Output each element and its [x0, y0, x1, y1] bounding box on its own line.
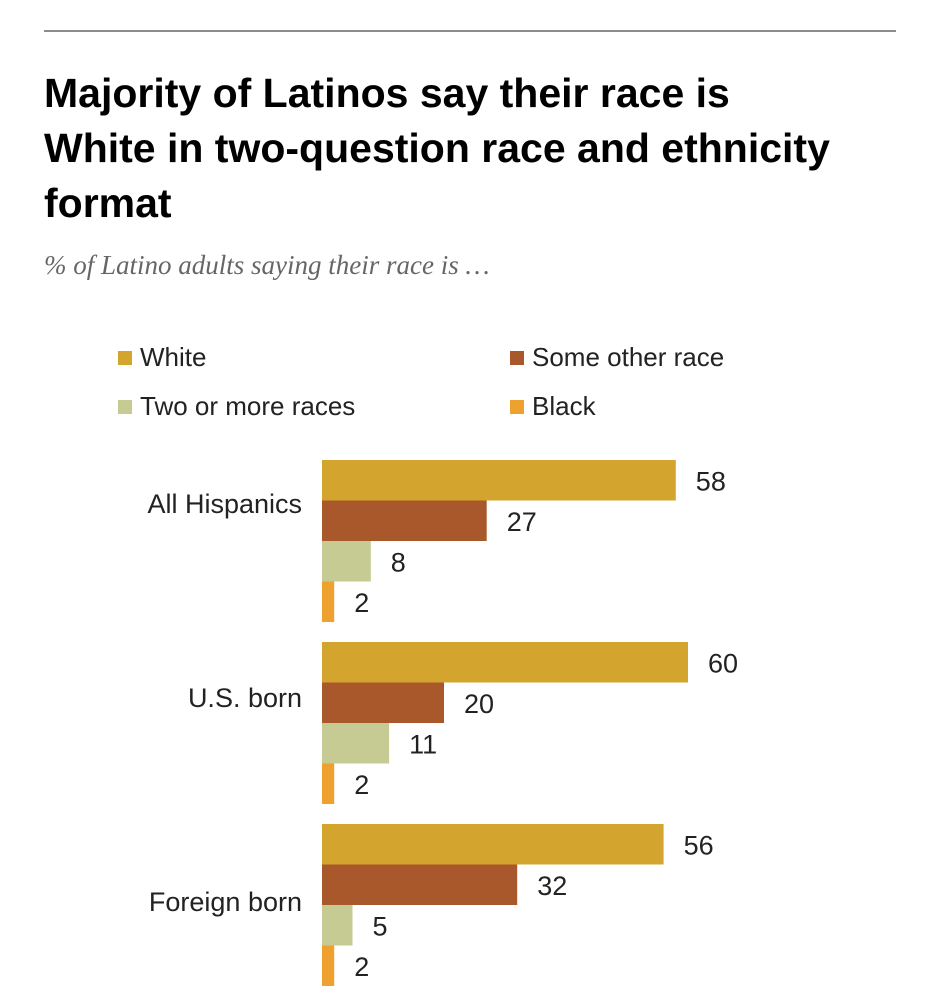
- value-label-foreign-born-white: 56: [684, 830, 714, 860]
- value-label-u-s-born-two-or-more-races: 11: [409, 729, 437, 759]
- bar-foreign-born-some-other-race: [322, 864, 518, 905]
- value-label-foreign-born-black: 2: [354, 952, 369, 982]
- chart-title: Majority of Latinos say their race is Wh…: [44, 66, 924, 231]
- bar-u-s-born-white: [322, 642, 688, 683]
- chart-title-line-1: Majority of Latinos say their race is: [44, 70, 730, 116]
- value-label-all-hispanics-some-other-race: 27: [507, 507, 537, 537]
- value-label-foreign-born-some-other-race: 32: [537, 871, 567, 901]
- legend-swatch-two-or-more-races: [118, 399, 132, 414]
- category-label-all-hispanics: All Hispanics: [147, 489, 302, 519]
- chart-subtitle: % of Latino adults saying their race is …: [44, 250, 490, 280]
- bar-u-s-born-two-or-more-races: [322, 723, 390, 764]
- legend-swatch-black: [510, 399, 524, 414]
- value-label-u-s-born-white: 60: [708, 648, 738, 678]
- chart-title-line-2: White in two-question race and ethnicity: [44, 125, 830, 171]
- bar-u-s-born-black: [322, 763, 335, 804]
- bar-all-hispanics-white: [322, 460, 676, 501]
- legend-swatch-white: [118, 350, 132, 365]
- chart-title-line-3: format: [44, 180, 172, 226]
- value-label-all-hispanics-white: 58: [696, 466, 726, 496]
- bar-foreign-born-white: [322, 824, 664, 865]
- bar-foreign-born-two-or-more-races: [322, 905, 353, 946]
- bar-all-hispanics-two-or-more-races: [322, 541, 371, 582]
- legend-label-two-or-more-races: Two or more races: [140, 391, 356, 421]
- legend-item-some-other-race: Some other race: [510, 342, 724, 373]
- category-label-foreign-born: Foreign born: [149, 887, 302, 917]
- top-rule: [44, 30, 896, 32]
- legend-swatch-some-other-race: [510, 350, 524, 365]
- legend-item-black: Black: [510, 391, 596, 422]
- bar-u-s-born-some-other-race: [322, 682, 444, 723]
- bar-all-hispanics-some-other-race: [322, 500, 487, 541]
- legend-item-two-or-more-races: Two or more races: [118, 391, 355, 422]
- value-label-all-hispanics-two-or-more-races: 8: [391, 547, 406, 577]
- legend-label-black: Black: [532, 391, 596, 421]
- value-label-all-hispanics-black: 2: [354, 588, 369, 618]
- value-label-u-s-born-black: 2: [354, 770, 369, 800]
- bar-foreign-born-black: [322, 945, 335, 986]
- value-label-foreign-born-two-or-more-races: 5: [373, 911, 388, 941]
- value-label-u-s-born-some-other-race: 20: [464, 689, 494, 719]
- legend-label-white: White: [140, 342, 207, 372]
- category-label-u-s-born: U.S. born: [188, 683, 302, 713]
- bar-all-hispanics-black: [322, 581, 335, 622]
- legend-item-white: White: [118, 342, 206, 373]
- legend-label-some-other-race: Some other race: [532, 342, 725, 372]
